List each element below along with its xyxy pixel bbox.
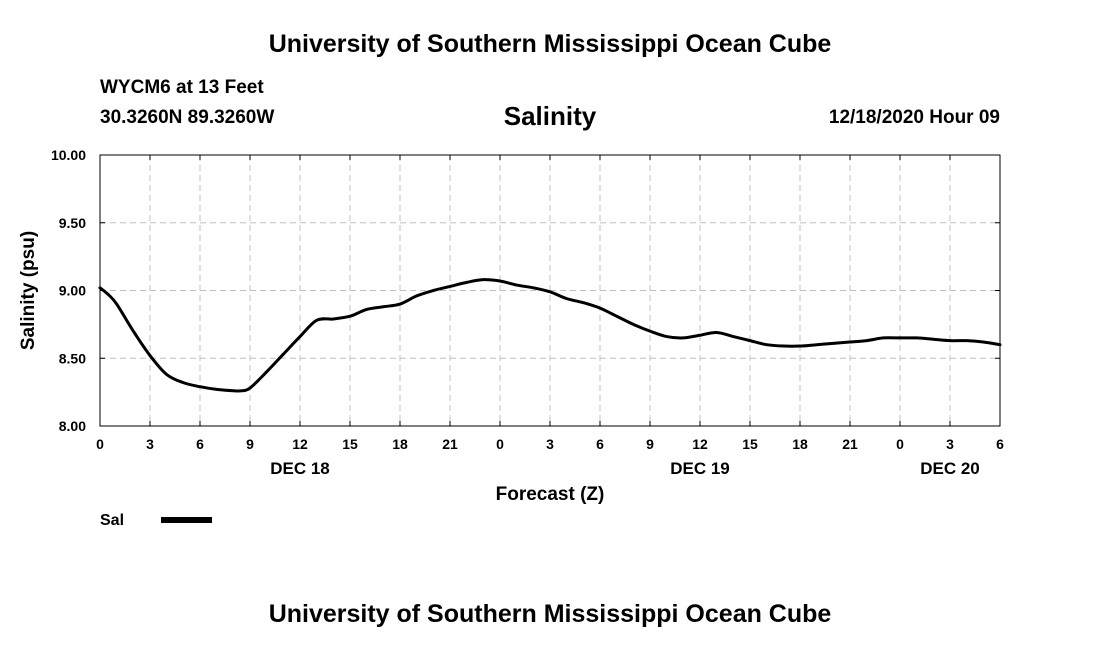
x-tick-label: 0 <box>96 436 104 452</box>
axis-labels: 0 3 6 9 12 15 18 21 0 3 6 9 12 15 18 21 0 3 6 8.00 8.50 9.00 9… <box>18 147 1004 505</box>
x-tick-label: 15 <box>342 436 358 452</box>
date-label: DEC 20 <box>920 459 980 478</box>
y-tick-label: 9.50 <box>59 215 86 231</box>
x-tick-label: 3 <box>546 436 554 452</box>
x-tick-label: 15 <box>742 436 758 452</box>
y-tick-label: 8.50 <box>59 350 86 366</box>
legend-label: Sal <box>100 512 124 529</box>
x-tick-label: 12 <box>292 436 308 452</box>
x-tick-label: 12 <box>692 436 708 452</box>
y-tick-label: 9.00 <box>59 283 86 299</box>
x-tick-label: 0 <box>896 436 904 452</box>
axes <box>99 154 1001 427</box>
forecast-datetime: 12/18/2020 Hour 09 <box>828 107 1000 128</box>
page-title: University of Southern Mississippi Ocean… <box>268 30 832 58</box>
x-tick-label: 21 <box>442 436 458 452</box>
footer-title: University of Southern Mississippi Ocean… <box>268 600 832 628</box>
x-tick-label: 18 <box>792 436 808 452</box>
date-label: DEC 18 <box>270 459 330 478</box>
x-tick-label: 9 <box>246 436 254 452</box>
x-tick-label: 3 <box>946 436 954 452</box>
series-line-sal <box>98 278 1002 393</box>
x-tick-label: 3 <box>146 436 154 452</box>
date-label: DEC 19 <box>670 459 730 478</box>
x-tick-label: 18 <box>392 436 408 452</box>
chart-title: Salinity <box>503 101 597 131</box>
x-tick-label: 6 <box>596 436 604 452</box>
station-label: WYCM6 at 13 Feet <box>100 77 264 98</box>
y-axis-label: Salinity (psu) <box>18 231 39 350</box>
legend: Sal <box>100 512 212 529</box>
x-tick-label: 6 <box>196 436 204 452</box>
y-tick-label: 10.00 <box>51 147 86 163</box>
x-tick-label: 0 <box>496 436 504 452</box>
x-axis-label: Forecast (Z) <box>496 484 605 505</box>
x-tick-label: 6 <box>996 436 1004 452</box>
series-layer <box>98 278 1002 393</box>
station-coordinates: 30.3260N 89.3260W <box>100 107 275 128</box>
y-tick-label: 8.00 <box>59 418 86 434</box>
x-tick-label: 21 <box>842 436 858 452</box>
x-tick-label: 9 <box>646 436 654 452</box>
